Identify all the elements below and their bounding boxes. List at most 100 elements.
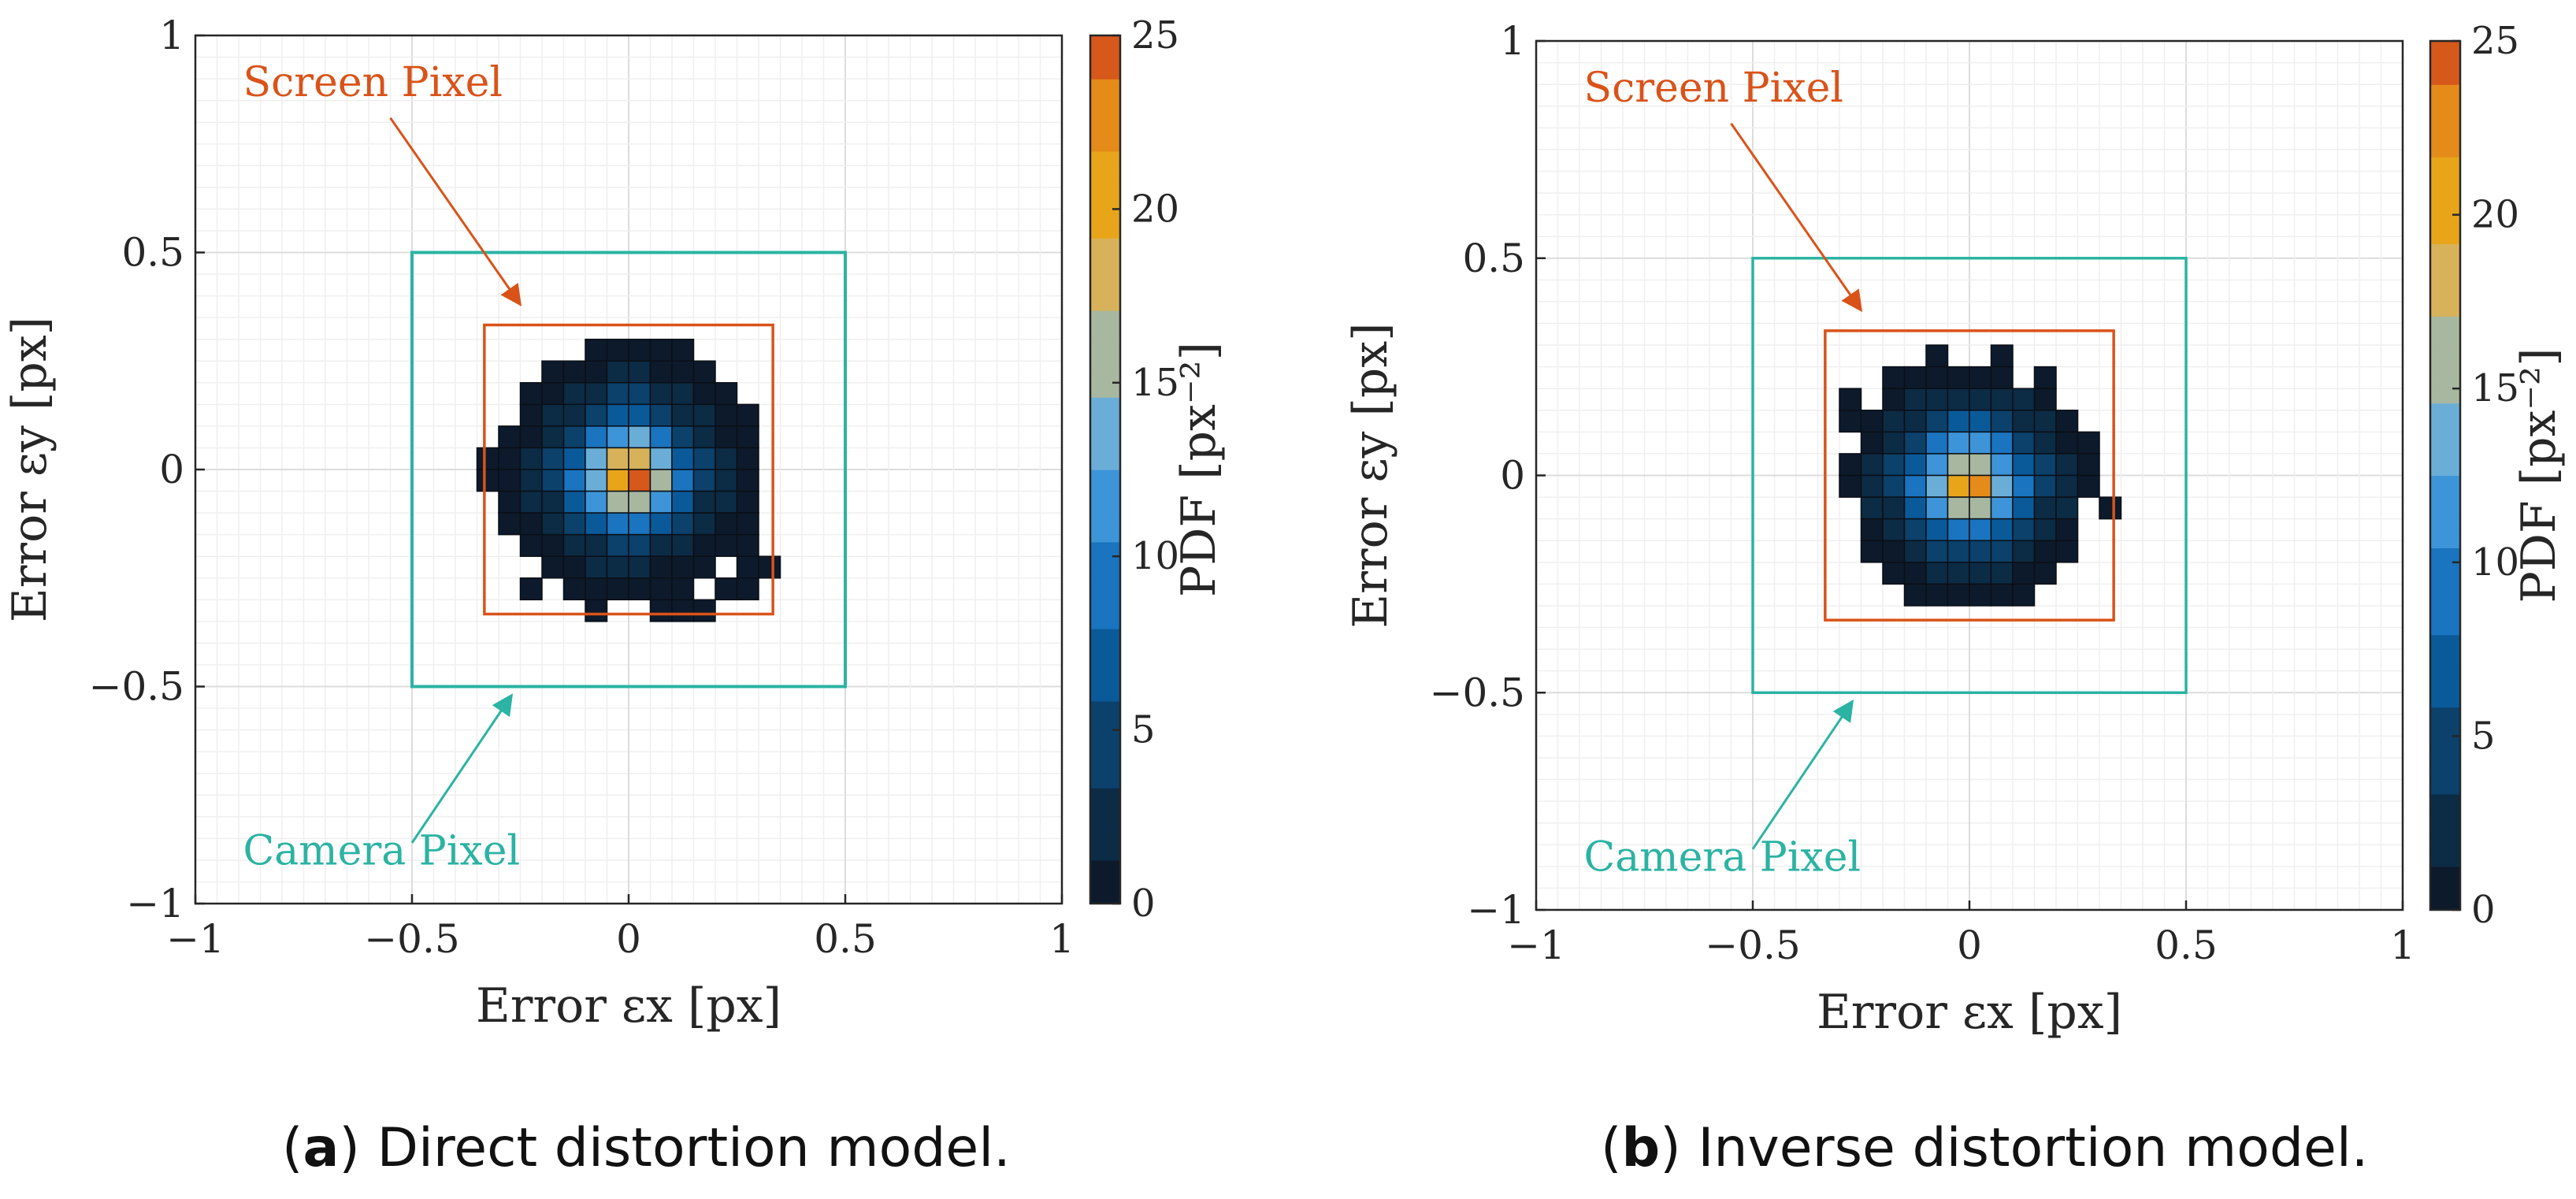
x-tick-label: −1	[166, 916, 225, 962]
colorbar-segment	[2430, 388, 2460, 404]
heatmap-cell	[1903, 562, 1927, 585]
colorbar: 0 5 10 15 20 25 PDF [px⁻²]	[2429, 19, 2567, 932]
heatmap-cell	[671, 490, 695, 514]
colorbar-segment	[1090, 425, 1120, 441]
colorbar-tick-label: 10	[1131, 534, 1179, 578]
colorbar-segment	[1090, 411, 1120, 427]
heatmap-cell	[1839, 410, 1862, 433]
colorbar-segment	[2430, 461, 2460, 477]
colorbar-segment	[1090, 79, 1120, 95]
heatmap-cell	[2055, 431, 2079, 455]
heatmap-cell	[2033, 540, 2057, 563]
colorbar-segment	[1090, 570, 1120, 586]
heatmap-cell	[671, 469, 695, 492]
heatmap-cell	[1947, 496, 1970, 520]
heatmap-cell	[671, 338, 695, 362]
colorbar-segment	[2430, 866, 2460, 882]
colorbar: 0 5 10 15 20 25 PDF [px⁻²]	[1089, 13, 1227, 926]
x-axis-label: Error εx [px]	[1817, 985, 2122, 1040]
colorbar-segment	[1090, 600, 1120, 615]
heatmap-cell	[2033, 474, 2057, 498]
colorbar-segment	[2430, 157, 2460, 173]
heatmap-cell	[1990, 388, 2014, 411]
colorbar-segment	[2430, 330, 2460, 346]
heatmap-cell	[649, 512, 673, 536]
colorbar-segment	[2430, 793, 2460, 809]
heatmap-cell	[649, 533, 673, 557]
heatmap-cell	[671, 533, 695, 557]
y-tick-labels: −1 −0.5 0 0.5 1	[1430, 18, 1546, 933]
caption-b: (b) Inverse distortion model.	[1601, 1117, 2369, 1179]
colorbar-segment	[1090, 889, 1120, 904]
heatmap-cell	[649, 403, 673, 427]
colorbar-segment	[2430, 228, 2460, 244]
x-tick-label: 1	[2390, 922, 2415, 968]
colorbar-segment	[1090, 165, 1120, 181]
heatmap-cell	[519, 425, 543, 449]
x-tick-label: 0.5	[2155, 922, 2218, 968]
heatmap-cell	[1990, 540, 2014, 563]
colorbar-segment	[2430, 852, 2460, 867]
heatmap-cell	[1860, 474, 1884, 498]
colorbar-segment	[1090, 773, 1120, 789]
heatmap-cell	[1860, 518, 1884, 541]
heatmap-cell	[1947, 388, 1970, 411]
heatmap-cell	[1903, 388, 1927, 411]
colorbar-segment	[2430, 345, 2460, 361]
heatmap-cell	[519, 469, 543, 492]
colorbar-segment	[2430, 373, 2460, 389]
colorbar-segment	[1090, 744, 1120, 759]
heatmap-cell	[692, 490, 716, 514]
heatmap-cell	[1947, 562, 1970, 585]
camera-pixel-annotation: Camera Pixel	[243, 827, 521, 874]
colorbar-segment	[1090, 107, 1120, 123]
heatmap-cell	[498, 425, 522, 449]
heatmap-cell	[671, 403, 695, 427]
heatmap-cell	[606, 512, 629, 536]
colorbar-label: PDF [px⁻²]	[2511, 348, 2567, 603]
heatmap-cell	[1969, 453, 1992, 477]
colorbar-segment	[1090, 354, 1120, 369]
heatmap-cell	[1903, 410, 1927, 433]
heatmap-cell	[1990, 344, 2014, 368]
heatmap-cell	[585, 338, 608, 362]
caption-a: (a) Direct distortion model.	[282, 1117, 1011, 1179]
heatmap-cell	[1903, 474, 1927, 498]
heatmap-cell	[736, 469, 759, 492]
heatmap-cell	[541, 555, 565, 579]
heatmap-cell	[606, 469, 629, 492]
colorbar-segment	[2430, 171, 2460, 187]
heatmap-cell	[1860, 540, 1884, 563]
heatmap-cell	[1903, 366, 1927, 389]
colorbar-tick-label: 25	[2471, 19, 2519, 63]
x-tick-label: 0	[616, 916, 641, 962]
heatmap-cell	[1925, 496, 1949, 520]
heatmap-cell	[692, 403, 716, 427]
heatmap-cell	[628, 338, 651, 362]
colorbar-segment	[1090, 440, 1120, 456]
heatmap-cell	[2055, 410, 2079, 433]
camera-pixel-box	[410, 251, 847, 689]
x-tick-label: −0.5	[364, 916, 459, 962]
heatmap-cell	[1925, 583, 1949, 607]
colorbar-segment	[2430, 750, 2460, 766]
colorbar-tick-label: 5	[2471, 714, 2496, 758]
heatmap-cell	[1990, 431, 2014, 455]
colorbar-segment	[2430, 417, 2460, 432]
heatmap-cell	[1882, 518, 1906, 541]
heatmap-cell	[541, 425, 565, 449]
heatmap-cell	[1925, 518, 1949, 541]
screen-pixel-arrow	[1730, 122, 1863, 313]
colorbar-segment	[1090, 339, 1120, 355]
heatmap-cell	[649, 490, 673, 514]
colorbar-segment	[2430, 577, 2460, 592]
heatmap-cell	[692, 382, 716, 406]
heatmap-cell	[1903, 453, 1927, 477]
heatmap-cell	[715, 533, 738, 557]
colorbar-segment	[2430, 736, 2460, 752]
colorbar-segment	[1090, 556, 1120, 572]
heatmap-cell	[736, 512, 759, 536]
heatmap-cell	[692, 447, 716, 470]
heatmap-cell	[1990, 474, 2014, 498]
colorbar-segment	[2430, 504, 2460, 520]
